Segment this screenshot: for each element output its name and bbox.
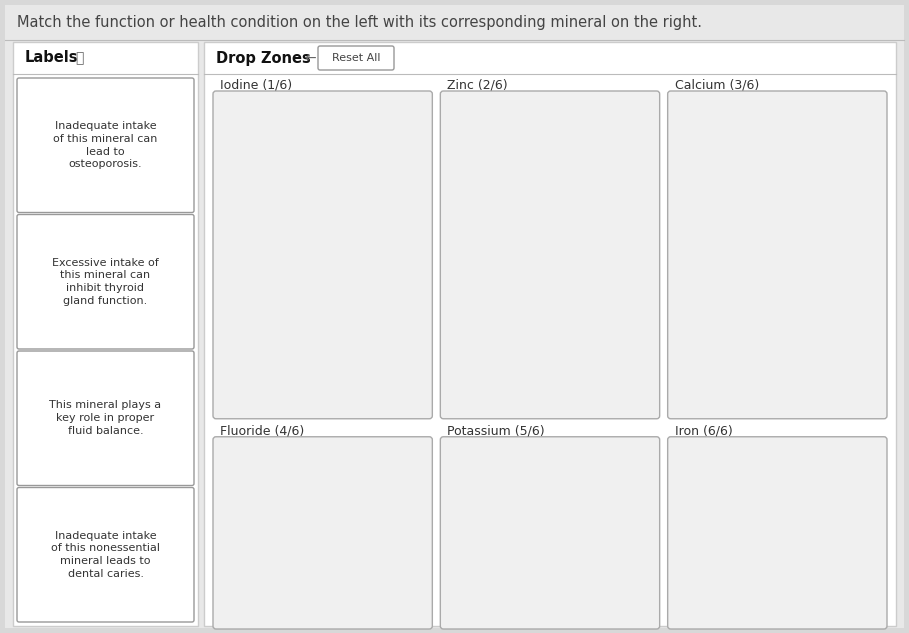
- FancyBboxPatch shape: [17, 78, 194, 213]
- Text: Match the function or health condition on the left with its corresponding minera: Match the function or health condition o…: [17, 15, 702, 30]
- Text: This mineral plays a
key role in proper
fluid balance.: This mineral plays a key role in proper …: [49, 401, 162, 436]
- Text: Excessive intake of
this mineral can
inhibit thyroid
gland function.: Excessive intake of this mineral can inh…: [52, 258, 159, 306]
- Bar: [13, 42, 198, 626]
- Text: ⓘ: ⓘ: [75, 51, 84, 65]
- FancyBboxPatch shape: [668, 437, 887, 629]
- Text: Zinc (2/6): Zinc (2/6): [447, 78, 508, 92]
- FancyBboxPatch shape: [213, 91, 433, 419]
- Text: Reset All: Reset All: [332, 53, 380, 63]
- Text: Potassium (5/6): Potassium (5/6): [447, 424, 545, 437]
- Text: Fluoride (4/6): Fluoride (4/6): [220, 424, 305, 437]
- FancyBboxPatch shape: [318, 46, 394, 70]
- Text: Iron (6/6): Iron (6/6): [674, 424, 733, 437]
- FancyBboxPatch shape: [17, 215, 194, 349]
- Text: Calcium (3/6): Calcium (3/6): [674, 78, 759, 92]
- Text: ←: ←: [304, 51, 315, 65]
- Text: Drop Zones: Drop Zones: [216, 51, 311, 65]
- Text: Labels: Labels: [25, 51, 78, 65]
- FancyBboxPatch shape: [440, 437, 660, 629]
- FancyBboxPatch shape: [17, 487, 194, 622]
- FancyBboxPatch shape: [668, 91, 887, 419]
- FancyBboxPatch shape: [17, 351, 194, 486]
- Text: Iodine (1/6): Iodine (1/6): [220, 78, 292, 92]
- FancyBboxPatch shape: [440, 91, 660, 419]
- Bar: [204, 42, 896, 626]
- FancyBboxPatch shape: [213, 437, 433, 629]
- Text: Inadequate intake
of this nonessential
mineral leads to
dental caries.: Inadequate intake of this nonessential m…: [51, 530, 160, 579]
- Text: Inadequate intake
of this mineral can
lead to
osteoporosis.: Inadequate intake of this mineral can le…: [54, 121, 157, 170]
